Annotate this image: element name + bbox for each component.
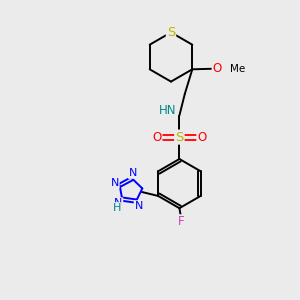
Text: N: N: [110, 178, 119, 188]
Text: H: H: [112, 203, 121, 213]
Text: F: F: [178, 215, 184, 228]
Text: O: O: [152, 130, 161, 144]
Text: Me: Me: [230, 64, 246, 74]
Text: S: S: [167, 26, 175, 39]
Text: N: N: [129, 168, 137, 178]
Text: S: S: [175, 130, 184, 144]
Text: HN: HN: [159, 104, 177, 118]
Text: N: N: [135, 201, 143, 211]
Text: O: O: [197, 130, 206, 144]
Text: O: O: [213, 62, 222, 75]
Text: N: N: [114, 198, 122, 208]
